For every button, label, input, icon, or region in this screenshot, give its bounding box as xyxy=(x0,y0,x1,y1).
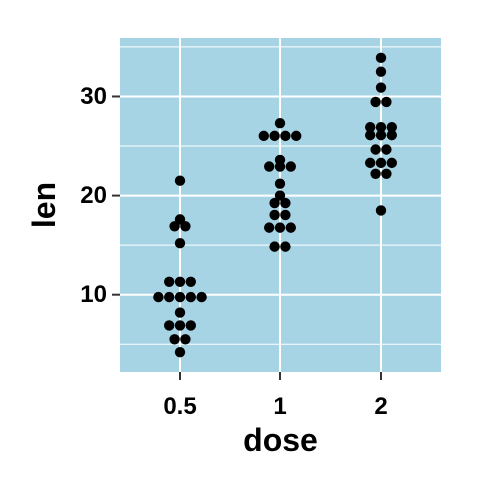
data-point xyxy=(375,205,387,216)
y-tick-label: 30 xyxy=(80,83,107,110)
data-point xyxy=(370,96,381,108)
data-point xyxy=(291,130,302,142)
y-tick-label: 20 xyxy=(80,182,107,209)
data-point xyxy=(285,222,296,233)
data-point xyxy=(174,237,186,249)
data-point xyxy=(274,178,286,189)
data-point xyxy=(174,276,186,288)
data-point xyxy=(169,334,180,345)
data-point xyxy=(280,209,291,221)
data-point xyxy=(180,334,191,345)
data-point xyxy=(174,346,186,358)
data-point xyxy=(264,161,275,172)
data-point xyxy=(381,168,392,179)
data-point xyxy=(365,121,376,133)
data-point xyxy=(174,291,186,303)
data-point xyxy=(274,222,286,233)
data-point xyxy=(269,197,280,209)
data-points xyxy=(153,52,397,358)
data-point xyxy=(274,154,286,166)
axes: 10 20 30 0.5 1 2 xyxy=(80,83,387,420)
data-point xyxy=(174,320,186,331)
data-point xyxy=(280,197,291,209)
data-point xyxy=(269,209,280,221)
data-point xyxy=(174,307,186,318)
data-point xyxy=(386,129,397,141)
data-point xyxy=(381,144,392,155)
x-tick-label: 1 xyxy=(273,393,286,420)
data-point xyxy=(269,130,280,142)
data-point xyxy=(386,121,397,133)
data-point xyxy=(164,291,175,303)
data-point xyxy=(370,168,381,179)
data-point xyxy=(274,118,286,129)
data-point xyxy=(375,129,387,141)
data-point xyxy=(174,214,186,225)
y-tick-label: 10 xyxy=(80,281,107,308)
data-point xyxy=(185,291,196,303)
data-point xyxy=(196,291,207,303)
data-point xyxy=(375,66,387,77)
data-point xyxy=(258,130,269,142)
data-point xyxy=(264,222,275,233)
x-axis-title: dose xyxy=(243,422,318,458)
data-point xyxy=(280,241,291,252)
data-point xyxy=(375,157,387,169)
data-point xyxy=(164,276,175,288)
data-point xyxy=(174,175,186,186)
data-point xyxy=(274,190,286,201)
data-point xyxy=(185,320,196,331)
y-axis-title: len xyxy=(26,182,62,228)
x-tick-label: 2 xyxy=(374,393,387,420)
data-point xyxy=(370,144,381,155)
data-point xyxy=(381,96,392,108)
data-point xyxy=(365,157,376,169)
data-point xyxy=(375,52,387,64)
data-point xyxy=(285,161,296,172)
data-point xyxy=(153,291,164,303)
data-point xyxy=(375,121,387,133)
data-point xyxy=(365,129,376,141)
data-point xyxy=(280,130,291,142)
x-tick-label: 0.5 xyxy=(163,393,196,420)
data-point xyxy=(164,320,175,331)
data-point xyxy=(269,241,280,252)
data-point xyxy=(375,82,387,93)
data-point xyxy=(185,276,196,288)
data-point xyxy=(386,157,397,169)
